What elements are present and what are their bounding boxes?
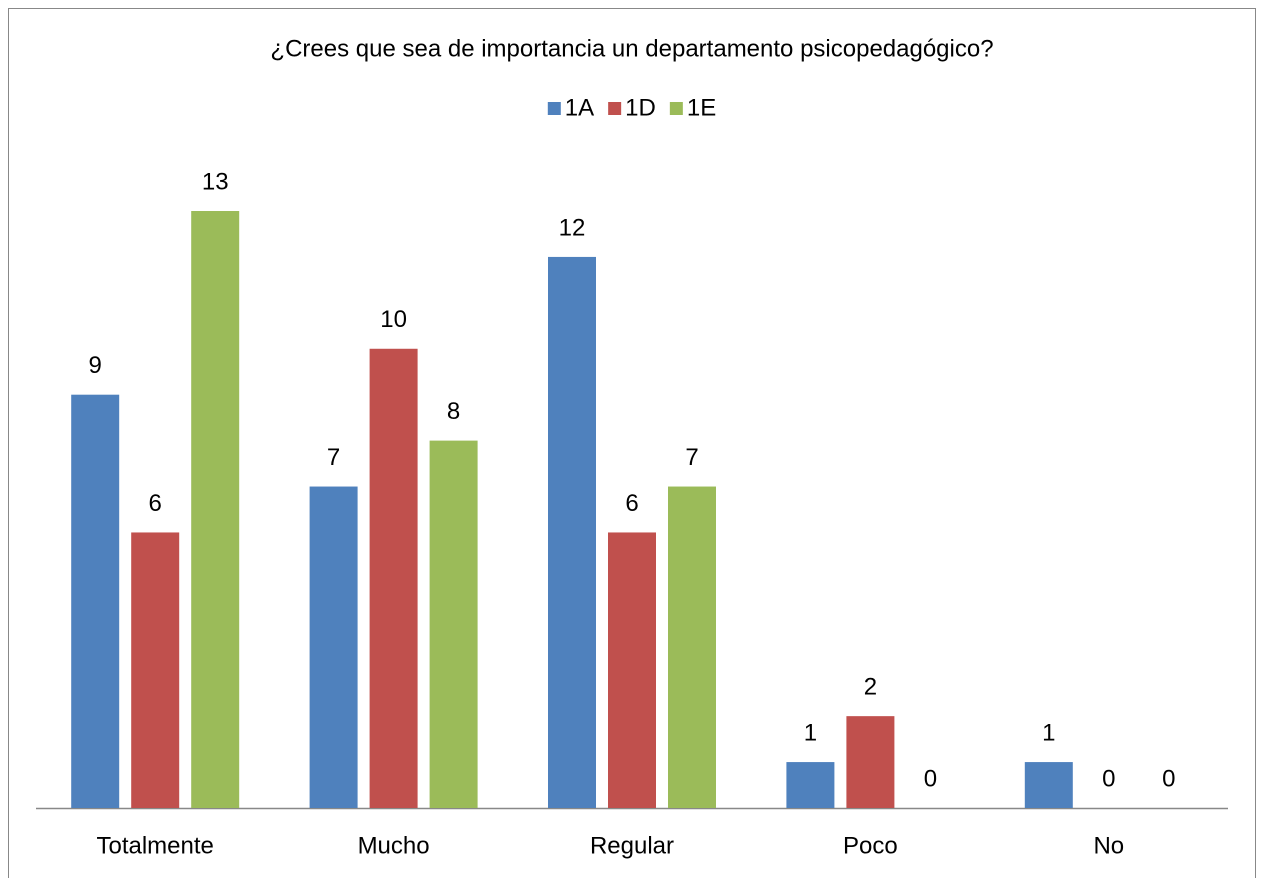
- legend-label: 1D: [625, 94, 656, 121]
- data-label: 7: [327, 444, 340, 471]
- bar: [846, 716, 895, 808]
- data-label: 2: [864, 673, 877, 700]
- data-label: 0: [1162, 765, 1175, 792]
- bar: [786, 762, 835, 808]
- bar: [131, 532, 180, 808]
- legend-label: 1A: [565, 94, 594, 121]
- x-tick-label: Totalmente: [96, 832, 213, 859]
- data-label: 0: [924, 765, 937, 792]
- bar: [369, 348, 418, 808]
- x-tick-label: Mucho: [358, 832, 430, 859]
- data-label: 7: [685, 444, 698, 471]
- bar: [429, 440, 478, 808]
- data-label: 0: [1102, 765, 1115, 792]
- bar: [71, 394, 120, 808]
- bar: [309, 486, 358, 808]
- data-label: 13: [202, 168, 229, 195]
- x-tick-label: No: [1093, 832, 1124, 859]
- data-label: 1: [1042, 719, 1055, 746]
- bar: [608, 532, 656, 808]
- x-tick-label: Regular: [590, 832, 674, 859]
- legend-swatch: [608, 102, 622, 115]
- data-label: 6: [625, 490, 638, 517]
- legend: 1A 1D 1E: [547, 94, 716, 121]
- bar: [548, 256, 596, 808]
- bar: [1024, 762, 1073, 808]
- bar: [191, 211, 240, 808]
- data-label: 6: [149, 490, 162, 517]
- data-label: 10: [380, 306, 407, 333]
- x-tick-label: Poco: [843, 832, 898, 859]
- legend-label: 1E: [687, 94, 716, 121]
- data-label: 12: [559, 214, 586, 241]
- data-label: 8: [447, 398, 460, 425]
- chart-title: ¿Crees que sea de importancia un departa…: [270, 35, 993, 62]
- data-label: 1: [804, 719, 817, 746]
- legend-swatch: [669, 102, 683, 115]
- data-label: 9: [89, 352, 102, 379]
- bar: [668, 486, 716, 808]
- legend-swatch: [547, 102, 561, 115]
